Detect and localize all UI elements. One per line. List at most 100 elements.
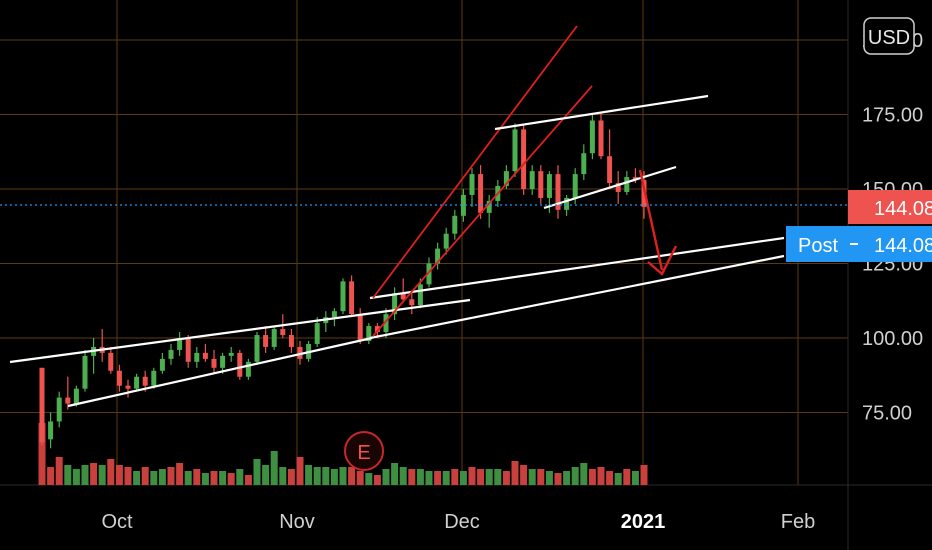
candle	[331, 308, 337, 327]
x-tick-label: Oct	[101, 511, 133, 533]
candle	[409, 290, 415, 315]
candle-body	[435, 248, 441, 264]
volume-bar	[158, 469, 166, 485]
candle-body	[469, 174, 475, 195]
volume-bar	[98, 465, 106, 485]
candle	[91, 338, 97, 374]
volume-bar	[141, 467, 149, 485]
volume-bar	[528, 469, 536, 485]
candle	[99, 329, 105, 362]
volume-bar	[81, 465, 89, 485]
volume-bar	[219, 471, 227, 485]
volume-bar	[365, 473, 373, 485]
candle	[56, 391, 62, 428]
candle-body	[340, 281, 346, 312]
projection-arrow[interactable]	[638, 169, 664, 271]
volume-bar	[287, 469, 295, 485]
candle	[392, 287, 398, 321]
candle	[486, 194, 492, 228]
candle-body	[581, 153, 587, 175]
candle	[159, 352, 165, 374]
candle	[194, 346, 200, 368]
flag-lower-line[interactable]	[543, 165, 677, 210]
candle-body	[383, 314, 389, 333]
volume-bar	[348, 467, 356, 485]
lower-trendline[interactable]	[67, 336, 373, 408]
volume-bar	[425, 471, 433, 485]
candle-body	[366, 326, 372, 341]
candle-body	[185, 338, 191, 362]
volume-bar	[339, 467, 347, 485]
candle-body	[314, 323, 320, 344]
candle	[555, 165, 561, 219]
candle	[521, 123, 527, 195]
candle	[417, 278, 423, 309]
candle-body	[349, 281, 355, 315]
candle-body	[426, 263, 432, 285]
candle-body	[151, 370, 157, 386]
candle-body	[331, 311, 337, 318]
candle-body	[211, 358, 217, 368]
candle-body	[142, 376, 148, 386]
candle-body	[159, 358, 165, 371]
volume-bar	[201, 473, 209, 485]
long-trendline-upper[interactable]	[369, 236, 785, 300]
volume-bar	[227, 473, 235, 485]
volume-bar	[262, 465, 270, 485]
volume-bar	[494, 469, 502, 485]
candle-body	[400, 293, 406, 300]
volume-bar	[64, 465, 72, 485]
candle-body	[194, 352, 200, 362]
volume-bar	[434, 471, 442, 485]
candle-body	[254, 335, 260, 362]
last-price-tag: 144.08	[848, 190, 932, 224]
volume-bar	[451, 469, 459, 485]
channel-lower-line[interactable]	[372, 85, 593, 337]
volume-bar	[72, 469, 80, 485]
candle-body	[417, 284, 423, 306]
candle-body	[237, 352, 243, 377]
candle-body	[228, 352, 234, 356]
volume-bar	[330, 469, 338, 485]
candle-body	[56, 397, 62, 422]
volume-bar	[313, 467, 321, 485]
candle	[598, 111, 604, 160]
long-trendline-lower[interactable]	[369, 254, 785, 340]
projection-arrow-head	[647, 245, 678, 276]
candle-body	[409, 299, 415, 306]
volume-bar	[588, 469, 596, 485]
volume-bar	[133, 471, 141, 485]
candle-body	[624, 177, 630, 192]
candle-body	[263, 335, 269, 347]
volume-bar	[382, 469, 390, 485]
volume-bar	[597, 467, 605, 485]
volume-bar	[511, 461, 519, 485]
volume-bar	[115, 465, 123, 485]
x-tick-label: Nov	[279, 511, 315, 533]
candle-body	[538, 171, 544, 198]
candle-body	[452, 215, 458, 234]
candle	[581, 144, 587, 181]
volume-bar	[631, 471, 639, 485]
volume-bar	[502, 471, 510, 485]
candle-body	[598, 120, 604, 157]
candle-body	[460, 194, 466, 216]
candle	[435, 242, 441, 270]
volume-bar	[485, 469, 493, 485]
candle-body	[521, 129, 527, 189]
candle-body	[374, 326, 380, 333]
flag-upper-line[interactable]	[494, 94, 709, 131]
volume-bar	[296, 457, 304, 485]
candle	[245, 358, 251, 380]
upper-trendline[interactable]	[9, 298, 471, 364]
channel-upper-line[interactable]	[372, 25, 578, 299]
volume-bar	[90, 463, 98, 485]
volume-bar	[193, 469, 201, 485]
earnings-marker[interactable]: E	[344, 431, 384, 471]
volume-bar	[614, 473, 622, 485]
volume-bar	[47, 467, 55, 485]
volume-bar	[270, 451, 278, 485]
currency-button[interactable]: USD	[863, 17, 915, 55]
